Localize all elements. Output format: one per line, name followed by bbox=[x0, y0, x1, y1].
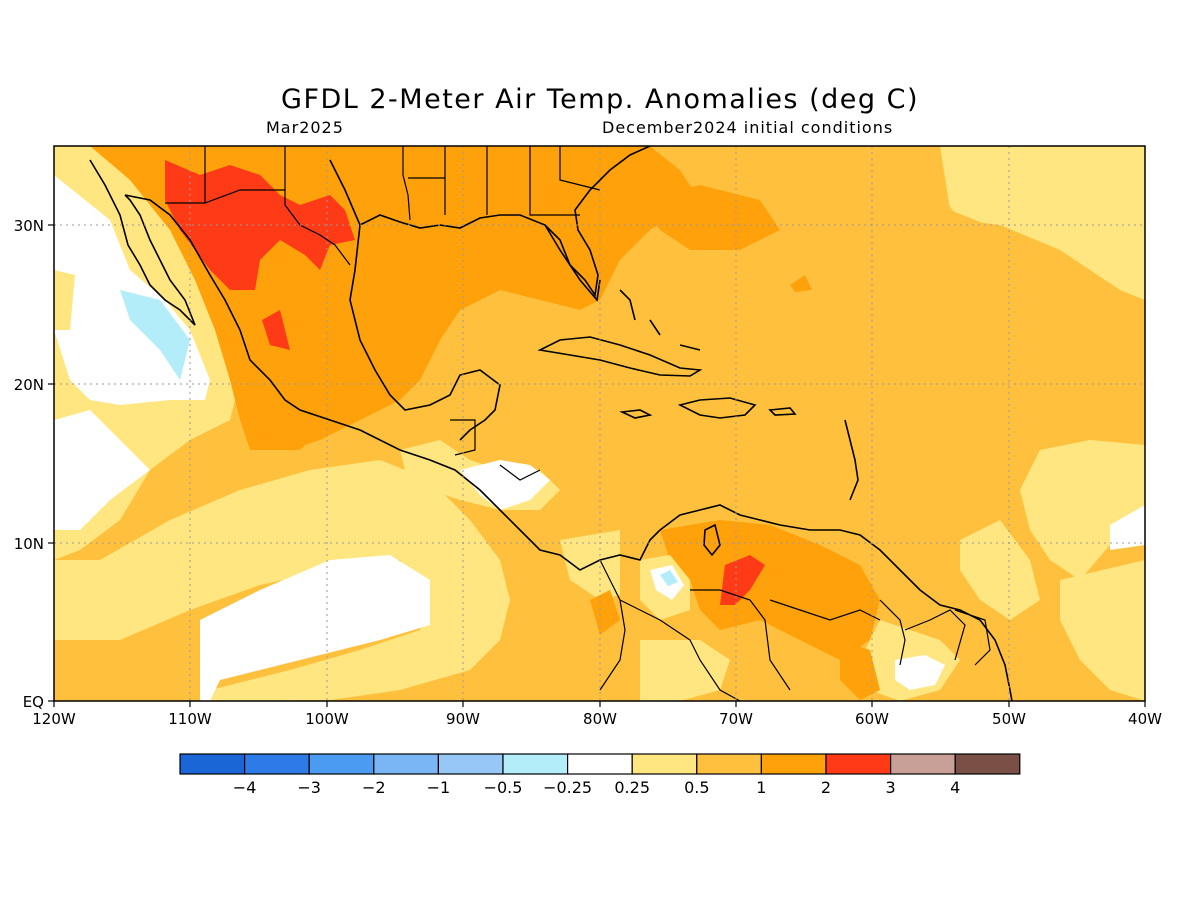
colorbar-swatch bbox=[308, 753, 375, 775]
lat-label-10n: 10N bbox=[14, 535, 44, 553]
field-colombia-cyan bbox=[660, 570, 678, 586]
colorbar-label: −0.5 bbox=[484, 778, 523, 797]
colorbar-swatch bbox=[889, 753, 956, 775]
coastlines bbox=[89, 146, 1013, 701]
colorbar-swatch bbox=[373, 753, 439, 775]
lon-labels: 120W 110W 100W 90W 80W 70W 60W 50W 40W bbox=[32, 710, 1162, 728]
field-atlantic-light-3 bbox=[1060, 560, 1145, 701]
map-title: GFDL 2-Meter Air Temp. Anomalies (deg C) bbox=[281, 84, 919, 115]
colorbar-label: −4 bbox=[233, 778, 257, 797]
field-mexico-orange bbox=[240, 415, 320, 450]
field-pacific-light-2 bbox=[54, 270, 75, 330]
field-venezuela-red bbox=[720, 555, 765, 605]
field-south-light bbox=[640, 640, 730, 701]
political-borders bbox=[165, 146, 991, 701]
colorbar-swatch bbox=[566, 753, 633, 775]
lon-label-80w: 80W bbox=[583, 710, 617, 728]
grid-lines bbox=[54, 146, 1145, 701]
colorbar-swatch bbox=[954, 753, 1021, 775]
lon-label-110w: 110W bbox=[168, 710, 212, 728]
field-east-atlantic-light bbox=[1020, 440, 1145, 580]
colorbar-swatch bbox=[631, 753, 698, 775]
lat-label-eq: EQ bbox=[23, 693, 44, 711]
colorbar-swatch bbox=[502, 753, 569, 775]
anomaly-fields bbox=[54, 146, 1145, 701]
field-mexico-red bbox=[262, 310, 290, 350]
field-atlantic-base bbox=[470, 146, 1145, 540]
colorbar-label: −0.25 bbox=[543, 778, 592, 797]
colorbar-label: 0.5 bbox=[684, 778, 709, 797]
colorbar: −4 −3 −2 −1 −0.5 −0.25 0.25 0.5 1 2 3 4 bbox=[179, 753, 1021, 797]
axis-ticks bbox=[48, 224, 1146, 707]
colorbar-label: −1 bbox=[427, 778, 451, 797]
field-south-america-orange bbox=[660, 520, 880, 660]
lat-label-30n: 30N bbox=[14, 217, 44, 235]
field-atlantic-orange-spot bbox=[790, 275, 812, 292]
field-east-atlantic-white bbox=[1110, 505, 1145, 550]
field-brazil-orange bbox=[840, 640, 880, 700]
field-pacific-white-2 bbox=[54, 410, 150, 530]
field-ecuador-orange bbox=[590, 590, 620, 635]
field-atlantic-orange bbox=[640, 185, 780, 250]
forecast-month: Mar2025 bbox=[266, 118, 344, 137]
colorbar-label: 2 bbox=[821, 778, 831, 797]
colorbar-swatch bbox=[244, 753, 310, 775]
field-atlantic-light bbox=[940, 146, 1145, 300]
lon-label-50w: 50W bbox=[992, 710, 1026, 728]
colorbar-swatch bbox=[825, 753, 892, 775]
lon-label-70w: 70W bbox=[719, 710, 753, 728]
initial-conditions-label: December2024 initial conditions bbox=[602, 118, 894, 137]
field-pacific-cyan bbox=[120, 290, 190, 380]
colorbar-swatch bbox=[179, 753, 246, 775]
colorbar-label: 1 bbox=[756, 778, 766, 797]
field-south-pacific-white bbox=[200, 555, 430, 701]
field-central-america-white bbox=[460, 460, 550, 510]
lon-label-120w: 120W bbox=[32, 710, 76, 728]
colorbar-swatch bbox=[760, 753, 827, 775]
colorbar-label: −3 bbox=[297, 778, 321, 797]
lon-label-40w: 40W bbox=[1128, 710, 1162, 728]
lon-label-100w: 100W bbox=[305, 710, 349, 728]
colorbar-swatch bbox=[437, 753, 504, 775]
colorbar-label: −2 bbox=[362, 778, 386, 797]
lon-label-90w: 90W bbox=[446, 710, 480, 728]
lat-labels: 30N 20N 10N EQ bbox=[14, 217, 44, 711]
lat-label-20n: 20N bbox=[14, 376, 44, 394]
field-guiana-white bbox=[895, 655, 945, 690]
lon-label-60w: 60W bbox=[855, 710, 889, 728]
colorbar-label: 3 bbox=[886, 778, 896, 797]
field-atlantic-light-2 bbox=[960, 520, 1040, 620]
colorbar-label: 0.25 bbox=[614, 778, 650, 797]
colorbar-swatch bbox=[696, 753, 762, 775]
field-gulf-orange bbox=[355, 230, 580, 395]
colorbar-label: 4 bbox=[950, 778, 960, 797]
